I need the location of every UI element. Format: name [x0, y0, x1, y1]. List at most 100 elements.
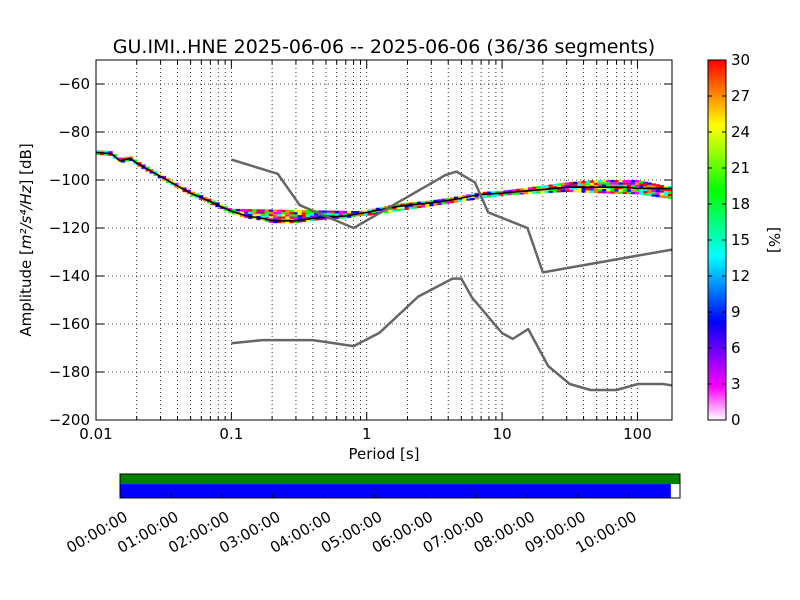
psd-histogram-cell — [240, 211, 245, 215]
psd-histogram-cell — [412, 206, 418, 209]
psd-histogram-cell — [482, 191, 488, 194]
psd-histogram-cell — [408, 202, 414, 205]
psd-histogram-cell — [421, 205, 426, 208]
psd-histogram-cell — [622, 184, 628, 188]
psd-histogram-cell — [606, 191, 611, 194]
psd-histogram-cell — [346, 215, 352, 218]
psd-histogram-cell — [536, 186, 541, 189]
psd-histogram-cell — [453, 199, 459, 203]
psd-histogram-cell — [96, 152, 101, 155]
psd-histogram-cell — [630, 184, 636, 188]
psd-histogram-cell — [219, 204, 224, 207]
psd-histogram-cell — [281, 211, 286, 215]
psd-histogram-cell — [363, 213, 368, 216]
psd-histogram-cell — [272, 218, 278, 221]
psd-histogram-cell — [474, 192, 479, 196]
psd-histogram-cell — [663, 188, 669, 191]
y-tick-label: −200 — [49, 411, 90, 429]
psd-histogram-cell — [499, 190, 504, 194]
psd-histogram-cell — [355, 213, 360, 217]
psd-histogram-cell — [581, 188, 586, 191]
psd-histogram-cell — [202, 196, 208, 200]
psd-histogram-cell — [342, 215, 348, 219]
psd-histogram-cell — [532, 191, 537, 194]
colorbar: 0 3 6 9 12 15 18 21 24 27 30 — [707, 51, 750, 429]
psd-histogram-cell — [301, 217, 307, 220]
psd-histogram-cell — [293, 218, 298, 221]
psd-histogram-cell — [400, 205, 405, 209]
psd-histogram-cell — [626, 180, 632, 183]
psd-histogram-cell — [268, 218, 274, 221]
psd-histogram-cell — [244, 215, 249, 219]
psd-histogram-cell — [359, 210, 364, 214]
psd-histogram-cell — [404, 205, 409, 208]
psd-histogram-cell — [462, 195, 467, 198]
psd-histogram-cell — [540, 190, 545, 194]
psd-histogram-cell — [182, 187, 187, 190]
psd-histogram-cell — [499, 193, 504, 196]
psd-histogram-cell — [272, 216, 278, 219]
psd-histogram-cell — [495, 191, 500, 194]
psd-histogram-cell — [342, 213, 348, 216]
psd-histogram-cell — [622, 189, 628, 192]
psd-histogram-cell — [610, 182, 615, 185]
psd-histogram-cell — [281, 220, 286, 224]
psd-histogram-cell — [305, 210, 311, 213]
psd-histogram-cell — [589, 180, 595, 183]
psd-histogram-cell — [272, 209, 278, 212]
psd-histogram-cell — [384, 206, 389, 209]
psd-histogram-cell — [367, 209, 372, 212]
psd-histogram-cell — [416, 203, 422, 206]
psd-histogram-cell — [235, 208, 241, 212]
psd-histogram-cell — [577, 188, 582, 191]
psd-histogram-cell — [618, 186, 623, 190]
psd-histogram-cell — [412, 204, 418, 207]
y-tick-label: −160 — [49, 315, 90, 333]
psd-histogram-cell — [515, 191, 521, 195]
psd-histogram-cell — [634, 189, 640, 192]
psd-histogram-cell — [207, 201, 212, 204]
psd-histogram-cell — [297, 212, 303, 216]
x-tick-label: 0.01 — [79, 425, 112, 443]
psd-histogram-cell — [507, 192, 512, 196]
psd-histogram-cell — [252, 211, 257, 215]
psd-histogram-cell — [145, 169, 150, 172]
psd-histogram-cell — [268, 209, 274, 212]
psd-histogram-cell — [256, 218, 261, 221]
psd-histogram-cell — [548, 186, 553, 189]
psd-histogram-cell — [647, 184, 652, 188]
psd-histogram-cell — [445, 198, 451, 201]
psd-histogram-cell — [202, 199, 208, 202]
psd-histogram-cell — [268, 213, 274, 217]
y-axis-label-suffix: ] [dB] — [17, 143, 35, 185]
psd-histogram-cell — [651, 192, 656, 195]
psd-histogram-cell — [560, 182, 566, 186]
psd-histogram-cell — [552, 188, 558, 191]
psd-histogram-cell — [597, 188, 603, 192]
psd-histogram-cell — [639, 183, 644, 186]
psd-histogram-cell — [581, 181, 586, 184]
psd-histogram-cell — [96, 150, 101, 153]
psd-histogram-cell — [585, 187, 591, 191]
psd-histogram-cell — [334, 216, 340, 219]
psd-histogram-cell — [108, 153, 113, 156]
psd-histogram-cell — [244, 209, 249, 212]
psd-histogram-cell — [667, 196, 673, 199]
psd-histogram-cell — [100, 150, 105, 153]
psd-histogram-cell — [634, 180, 640, 183]
psd-histogram-cell — [244, 211, 249, 214]
psd-histogram-cell — [626, 189, 632, 192]
psd-histogram-cell — [301, 212, 307, 215]
psd-histogram-cell — [643, 186, 648, 189]
psd-histogram-cell — [153, 173, 159, 177]
psd-histogram-cell — [659, 192, 665, 196]
psd-histogram-cell — [124, 159, 130, 162]
psd-histogram-cell — [433, 202, 438, 206]
psd-histogram-cell — [569, 189, 574, 193]
psd-histogram-cell — [285, 209, 290, 213]
psd-histogram-cell — [556, 190, 562, 193]
plot-frame — [95, 59, 673, 421]
psd-histogram-cell — [651, 183, 656, 186]
psd-histogram-cell — [128, 158, 134, 162]
psd-histogram-cell — [433, 199, 438, 203]
